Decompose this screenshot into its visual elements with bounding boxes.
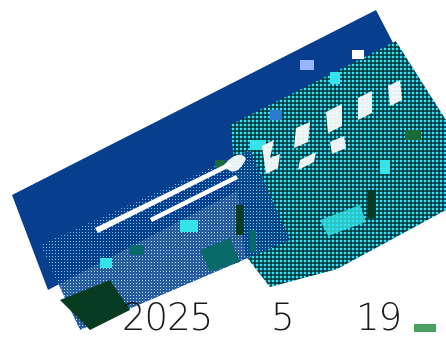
banner-calligraphy — [224, 80, 402, 174]
white-streak — [95, 162, 232, 233]
date-stamp: 2025 5 19 — [0, 296, 446, 343]
date-day: 19 — [356, 296, 402, 339]
date-year: 2025 — [122, 296, 213, 339]
date-month: 5 — [271, 296, 295, 339]
